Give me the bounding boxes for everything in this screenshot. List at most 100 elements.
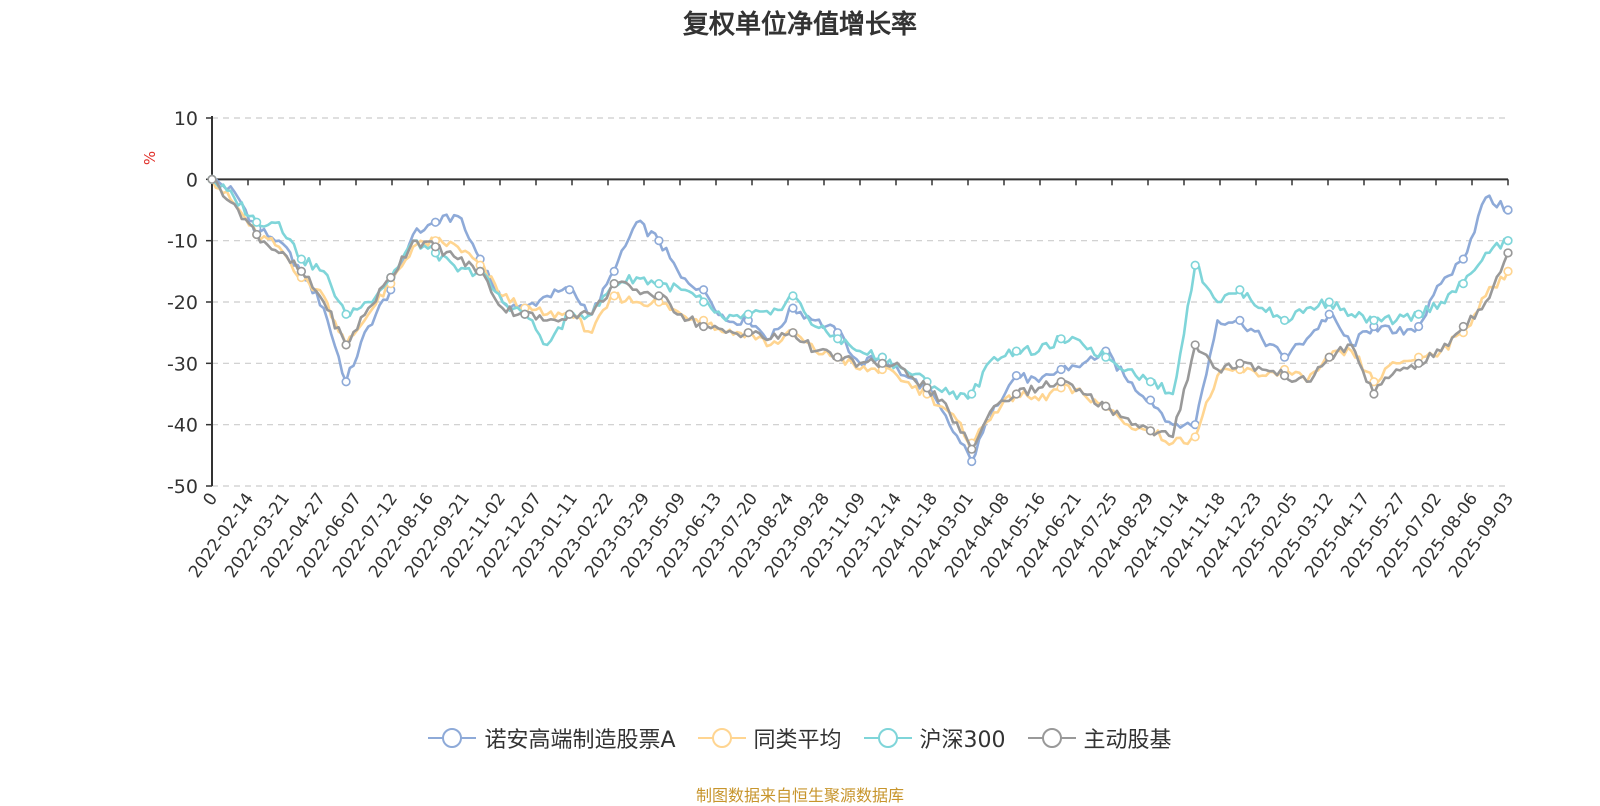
- series-point: [430, 242, 441, 252]
- series-point: [475, 266, 485, 276]
- series-point: [1235, 285, 1245, 295]
- series-point: [296, 254, 306, 264]
- series-point: [654, 236, 664, 246]
- series-point: [698, 297, 709, 307]
- legend-label: 同类平均: [753, 728, 842, 753]
- series-point: [1235, 315, 1245, 326]
- series-point: [296, 266, 306, 276]
- y-tick-label: 0: [186, 169, 198, 191]
- series-point: [386, 272, 396, 283]
- series-point: [1503, 266, 1513, 276]
- series-point: [1056, 364, 1066, 375]
- series-point: [1458, 254, 1468, 264]
- series-point: [1503, 248, 1513, 258]
- series-point: [1190, 260, 1200, 270]
- series-point: [1145, 395, 1156, 405]
- legend: 诺安高端制造股票A 同类平均 沪深300 主动股基: [0, 722, 1600, 754]
- series-point: [341, 340, 351, 350]
- series-point: [1190, 340, 1200, 350]
- legend-label: 沪深300: [919, 728, 1006, 753]
- series-point: [1145, 426, 1156, 436]
- series-point: [1056, 334, 1066, 344]
- y-tick-label: -50: [167, 476, 198, 498]
- series-point: [252, 229, 262, 240]
- series-point: [341, 377, 351, 387]
- series-point: [1324, 297, 1334, 307]
- series-line: [211, 178, 1510, 451]
- grid-layer: [212, 117, 1508, 487]
- series-point: [833, 352, 843, 362]
- series-point: [564, 309, 575, 319]
- legend-item[interactable]: 同类平均: [697, 722, 842, 754]
- series-point: [564, 285, 575, 295]
- series-point: [788, 291, 798, 301]
- series-point: [609, 291, 619, 301]
- series-point: [967, 389, 977, 399]
- series-point: [1190, 432, 1200, 442]
- series-point: [1279, 352, 1290, 362]
- series-point: [1101, 401, 1111, 411]
- series-point: [967, 444, 977, 454]
- series-point: [788, 328, 798, 338]
- series-line: [211, 178, 1509, 401]
- series-point: [1414, 358, 1424, 368]
- series-point: [207, 174, 217, 184]
- series-point: [1011, 371, 1022, 381]
- series-point: [1369, 315, 1379, 326]
- y-tick-label: -10: [167, 231, 198, 253]
- legend-item[interactable]: 诺安高端制造股票A: [428, 722, 676, 754]
- legend-marker-icon: [863, 728, 912, 748]
- series-point: [1458, 321, 1468, 332]
- y-axis-unit-label: %: [141, 151, 159, 165]
- series-point: [252, 217, 262, 227]
- series-point: [520, 309, 530, 319]
- series-point: [1056, 377, 1066, 387]
- series-point: [1503, 205, 1513, 215]
- y-tick-label: -40: [167, 415, 198, 437]
- chart-title: 复权单位净值增长率: [682, 10, 917, 40]
- series-point: [698, 321, 709, 332]
- legend-marker-icon: [697, 728, 746, 748]
- series-point: [609, 279, 619, 289]
- series-point: [1324, 309, 1334, 319]
- series-point: [1369, 389, 1379, 399]
- series-point: [743, 309, 753, 319]
- series-point: [1369, 377, 1379, 387]
- series-point: [654, 279, 664, 289]
- series-point: [1279, 371, 1290, 381]
- series-point: [1324, 352, 1334, 362]
- legend-item[interactable]: 沪深300: [863, 722, 1006, 754]
- legend-item[interactable]: 主动股基: [1027, 722, 1172, 754]
- series-point: [1011, 389, 1022, 399]
- series-point: [1145, 377, 1156, 387]
- series-point: [609, 266, 619, 276]
- series-layer: [207, 174, 1513, 467]
- series-point: [698, 285, 709, 295]
- legend-label: 主动股基: [1083, 728, 1172, 753]
- series-point: [1503, 236, 1513, 246]
- series-point: [1458, 279, 1468, 289]
- series-point: [833, 334, 843, 344]
- series-point: [1101, 352, 1111, 362]
- series-point: [1414, 321, 1424, 332]
- series-point: [1235, 358, 1245, 368]
- series-point: [967, 456, 977, 467]
- series-point: [877, 358, 887, 368]
- series-point: [1279, 315, 1290, 326]
- series-point: [922, 383, 932, 393]
- y-tick-label: -20: [167, 292, 198, 314]
- series-point: [1011, 346, 1022, 356]
- series-point: [341, 309, 351, 319]
- series-point: [1414, 309, 1424, 319]
- series-line: [211, 177, 1509, 463]
- y-tick-label: 10: [174, 108, 198, 130]
- y-tick-label: -30: [167, 353, 198, 375]
- legend-label: 诺安高端制造股票A: [484, 728, 676, 753]
- series-line: [210, 178, 1510, 446]
- x-tick-label: 0: [200, 489, 223, 509]
- series-point: [430, 217, 441, 227]
- series-point: [788, 303, 798, 313]
- series-point: [654, 291, 664, 301]
- legend-marker-icon: [428, 728, 477, 748]
